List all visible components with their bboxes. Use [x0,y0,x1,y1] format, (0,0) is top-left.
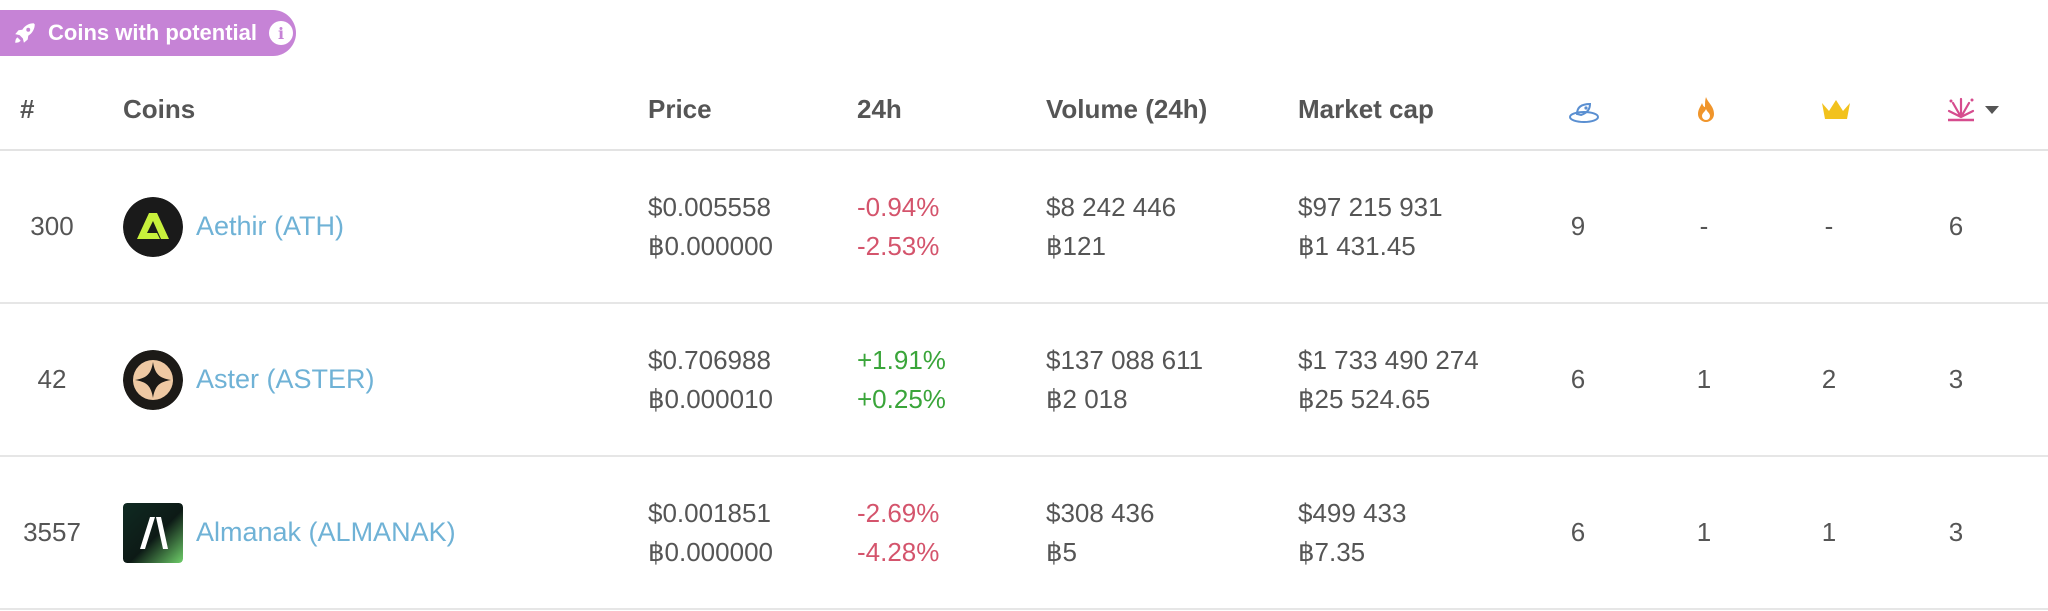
market-cap-cell: $1 733 490 274 ฿25 524.65 [1298,304,1479,455]
rocket-icon [15,23,35,43]
coin-name-link[interactable]: Almanak (ALMANAK) [196,517,456,547]
hot-score: 1 [1696,517,1712,547]
launch-score: 6 [1570,517,1586,547]
explosion-icon [1947,97,1975,121]
volume-cell: $137 088 611 ฿2 018 [1046,304,1203,455]
almanak-logo-icon [123,502,183,563]
hot-score: - [1699,211,1709,241]
coins-with-potential-badge[interactable]: Coins with potential i [0,10,296,56]
change-btc: -2.53% [857,230,940,261]
launch-column-header[interactable] [1568,70,1600,149]
price-usd: $0.005558 [648,191,771,222]
volume-btc: ฿5 [1046,536,1078,567]
change-cell: -0.94% -2.53% [857,151,939,302]
table-row[interactable]: 3557 Almanak (ALMANAK) $0.001851 ฿0.0000… [0,457,2048,610]
volume-usd: $137 088 611 [1046,344,1204,375]
price-cell: $0.706988 ฿0.000010 [648,304,773,455]
top-column-header[interactable] [1820,70,1852,149]
trending-column-header[interactable] [1945,70,2001,149]
market-cap-cell: $499 433 ฿7.35 [1298,457,1406,608]
volume-usd: $308 436 [1046,497,1155,528]
mcap-btc: ฿7.35 [1298,536,1366,567]
mcap-btc: ฿25 524.65 [1298,383,1431,414]
aster-logo-icon [123,349,183,410]
coin-cell[interactable]: Aethir (ATH) [123,151,344,302]
hot-score: 1 [1696,364,1712,394]
price-usd: $0.706988 [648,344,771,375]
rank-value: 42 [37,364,67,394]
price-cell: $0.001851 ฿0.000000 [648,457,773,608]
price-header[interactable]: Price [648,94,712,124]
change-btc: -4.28% [857,536,940,567]
change-cell: -2.69% -4.28% [857,457,939,608]
coin-name-link[interactable]: Aethir (ATH) [196,211,345,241]
fire-icon [1698,96,1714,122]
launch-score: 9 [1570,211,1586,241]
table-header: # Coins Price 24h Volume (24h) Market ca… [0,70,2048,151]
badge-label: Coins with potential [48,20,257,45]
caret-down-icon[interactable] [1983,104,2001,116]
trending-score: 3 [1948,364,1964,394]
info-icon[interactable]: i [269,21,293,45]
coin-cell[interactable]: Aster (ASTER) [123,304,375,455]
volume-cell: $308 436 ฿5 [1046,457,1154,608]
price-btc: ฿0.000000 [648,536,773,567]
table-row[interactable]: 42 Aster (ASTER) $0.706988 ฿0.000010 +1.… [0,304,2048,457]
volume-cell: $8 242 446 ฿121 [1046,151,1176,302]
mcap-usd: $97 215 931 [1298,191,1443,222]
trending-score: 6 [1948,211,1964,241]
top-score: 1 [1821,517,1837,547]
change-header[interactable]: 24h [857,94,902,124]
hot-column-header[interactable] [1694,70,1718,149]
change-btc: +0.25% [857,383,946,414]
coin-name-link[interactable]: Aster (ASTER) [196,364,375,394]
change-usd: +1.91% [857,344,946,375]
market-cap-cell: $97 215 931 ฿1 431.45 [1298,151,1443,302]
rank-header[interactable]: # [20,94,35,124]
mcap-btc: ฿1 431.45 [1298,230,1416,261]
market-cap-header[interactable]: Market cap [1298,94,1434,124]
change-usd: -0.94% [857,191,940,222]
rocket-launch-icon [1569,102,1599,123]
mcap-usd: $499 433 [1298,497,1407,528]
change-cell: +1.91% +0.25% [857,304,946,455]
mcap-usd: $1 733 490 274 [1298,344,1479,375]
volume-usd: $8 242 446 [1046,191,1177,222]
aethir-logo-icon [123,196,183,257]
launch-score: 6 [1570,364,1586,394]
coins-header[interactable]: Coins [123,94,196,124]
price-btc: ฿0.000000 [648,230,773,261]
price-btc: ฿0.000010 [648,383,773,414]
price-cell: $0.005558 ฿0.000000 [648,151,773,302]
top-score: - [1824,211,1834,241]
volume-btc: ฿2 018 [1046,383,1128,414]
coin-cell[interactable]: Almanak (ALMANAK) [123,457,456,608]
rank-value: 300 [30,211,74,241]
table-row[interactable]: 300 Aethir (ATH) $0.005558 ฿0.000000 -0.… [0,151,2048,304]
volume-btc: ฿121 [1046,230,1106,261]
change-usd: -2.69% [857,497,940,528]
trending-score: 3 [1948,517,1964,547]
crown-icon [1822,99,1850,119]
volume-header[interactable]: Volume (24h) [1046,94,1208,124]
rank-value: 3557 [23,517,81,547]
top-score: 2 [1821,364,1837,394]
price-usd: $0.001851 [648,497,771,528]
